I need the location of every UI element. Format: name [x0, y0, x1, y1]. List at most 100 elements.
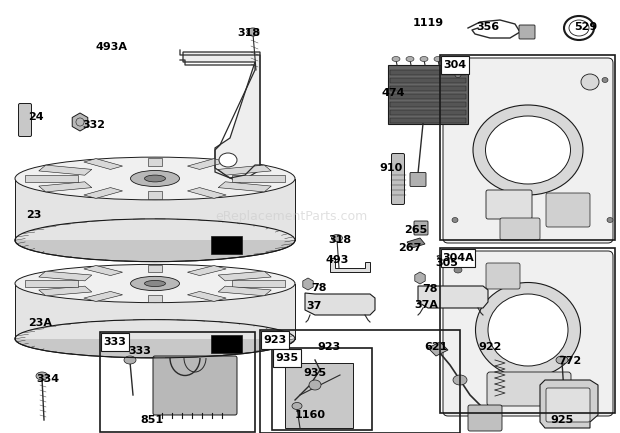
FancyBboxPatch shape: [285, 363, 353, 428]
Text: eReplacementParts.com: eReplacementParts.com: [215, 210, 368, 223]
Polygon shape: [84, 187, 123, 198]
Polygon shape: [25, 175, 78, 182]
Bar: [441, 249, 475, 267]
Bar: [390, 94, 466, 99]
Ellipse shape: [36, 372, 48, 380]
Ellipse shape: [607, 217, 613, 223]
Text: 332: 332: [82, 120, 105, 130]
Polygon shape: [148, 294, 162, 302]
FancyBboxPatch shape: [414, 221, 428, 235]
Text: 925: 925: [550, 415, 574, 425]
Text: 772: 772: [558, 356, 582, 366]
Ellipse shape: [124, 356, 136, 364]
FancyBboxPatch shape: [487, 372, 571, 406]
Polygon shape: [218, 271, 272, 281]
Ellipse shape: [309, 380, 321, 390]
Text: 78: 78: [311, 283, 327, 293]
Text: 1160: 1160: [295, 410, 326, 420]
Bar: [440, 248, 615, 413]
Text: 23: 23: [26, 210, 42, 220]
Text: 529: 529: [574, 22, 597, 32]
Ellipse shape: [15, 219, 295, 262]
Bar: [390, 118, 466, 123]
Polygon shape: [330, 258, 370, 272]
FancyBboxPatch shape: [546, 388, 590, 422]
Polygon shape: [84, 158, 123, 169]
Bar: [273, 349, 301, 367]
Ellipse shape: [15, 157, 295, 200]
FancyBboxPatch shape: [486, 263, 520, 289]
Polygon shape: [187, 158, 226, 169]
Text: 318: 318: [328, 235, 351, 245]
FancyBboxPatch shape: [19, 103, 32, 136]
Text: 304: 304: [443, 60, 467, 70]
Polygon shape: [183, 52, 260, 182]
Polygon shape: [84, 291, 123, 301]
Bar: [211, 335, 242, 353]
Polygon shape: [38, 182, 92, 192]
FancyBboxPatch shape: [486, 190, 532, 219]
Ellipse shape: [144, 281, 166, 287]
Text: 493: 493: [325, 255, 348, 265]
Text: 37A: 37A: [414, 300, 438, 310]
Ellipse shape: [455, 72, 461, 78]
Polygon shape: [148, 265, 162, 272]
Polygon shape: [72, 113, 88, 131]
Ellipse shape: [602, 78, 608, 83]
Ellipse shape: [219, 153, 237, 167]
Polygon shape: [187, 265, 226, 275]
Ellipse shape: [15, 265, 295, 303]
Text: 922: 922: [478, 342, 502, 352]
Bar: [101, 333, 129, 351]
FancyBboxPatch shape: [546, 193, 590, 227]
Ellipse shape: [332, 235, 342, 242]
Ellipse shape: [581, 74, 599, 90]
Text: 78: 78: [422, 284, 438, 294]
Polygon shape: [218, 286, 272, 296]
Polygon shape: [305, 293, 375, 315]
Polygon shape: [38, 165, 92, 175]
Text: 935: 935: [303, 368, 326, 378]
Polygon shape: [15, 178, 295, 240]
Text: 333: 333: [128, 346, 151, 356]
Text: 304A: 304A: [442, 253, 474, 263]
Text: 621: 621: [424, 342, 448, 352]
Text: 334: 334: [36, 374, 59, 384]
Ellipse shape: [556, 356, 568, 364]
Text: 305: 305: [435, 258, 458, 268]
Ellipse shape: [406, 56, 414, 61]
Bar: [260, 330, 460, 433]
Ellipse shape: [434, 56, 442, 61]
Text: 493A: 493A: [96, 42, 128, 52]
FancyBboxPatch shape: [388, 65, 468, 123]
Polygon shape: [232, 175, 285, 182]
Bar: [261, 331, 289, 349]
Bar: [440, 55, 615, 240]
Polygon shape: [148, 158, 162, 166]
Text: 356: 356: [476, 22, 499, 32]
Text: 851: 851: [140, 415, 163, 425]
Ellipse shape: [453, 375, 467, 385]
Ellipse shape: [292, 403, 302, 410]
Polygon shape: [38, 271, 92, 281]
Polygon shape: [218, 165, 272, 175]
Text: 935: 935: [275, 353, 299, 363]
Text: 910: 910: [379, 163, 402, 173]
Text: 923: 923: [264, 335, 286, 345]
Polygon shape: [84, 265, 123, 275]
Bar: [390, 86, 466, 91]
Bar: [441, 56, 469, 74]
Ellipse shape: [247, 28, 259, 36]
Bar: [390, 102, 466, 107]
Polygon shape: [418, 286, 488, 308]
Ellipse shape: [476, 282, 580, 378]
FancyBboxPatch shape: [500, 218, 540, 240]
FancyBboxPatch shape: [153, 356, 237, 415]
Text: 23A: 23A: [28, 318, 52, 328]
Bar: [390, 110, 466, 115]
Polygon shape: [187, 291, 226, 301]
Text: 318: 318: [237, 28, 260, 38]
Text: 24: 24: [28, 112, 43, 122]
Ellipse shape: [392, 56, 400, 61]
Polygon shape: [437, 252, 458, 264]
